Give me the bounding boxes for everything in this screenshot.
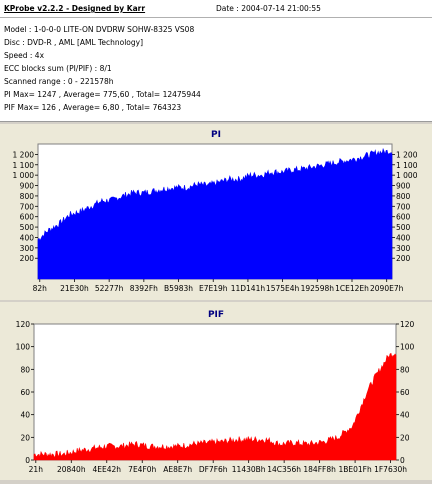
data-series-area <box>33 352 397 461</box>
ecc-line: ECC blocks sum (PI/PIF) : 8/1 <box>4 64 112 73</box>
speed-line: Speed : 4x <box>4 51 45 60</box>
y-tick-label: 300 <box>20 244 35 253</box>
y-tick-label-right: 80 <box>400 365 410 374</box>
x-tick-label: 7E4F0h <box>128 465 156 474</box>
x-tick-label: 192598h <box>301 284 335 293</box>
x-tick-label: 52277h <box>95 284 124 293</box>
pi-stats-line: PI Max= 1247 , Average= 775,60 , Total= … <box>4 90 201 99</box>
app-title: KProbe v2.2.2 - Designed by Karr <box>4 4 146 13</box>
y-tick-label-right: 900 <box>396 182 411 191</box>
y-tick-label-right: 1 200 <box>396 150 418 159</box>
y-tick-label: 200 <box>20 254 35 263</box>
x-tick-label: DF7F6h <box>199 465 228 474</box>
y-tick-label-right: 800 <box>396 192 411 201</box>
y-tick-label-right: 300 <box>396 244 411 253</box>
y-tick-label: 1 200 <box>13 150 35 159</box>
x-tick-label: 14C356h <box>267 465 301 474</box>
y-tick-label: 700 <box>20 202 35 211</box>
pif-stats-line: PIF Max= 126 , Average= 6,80 , Total= 76… <box>4 103 182 112</box>
y-tick-label-right: 60 <box>400 388 410 397</box>
pi-chart-panel: PI 200 200 300 300 400 400 500 500 600 600 700 700 80… <box>0 124 432 300</box>
y-tick-label: 1 000 <box>13 171 35 180</box>
disc-line: Disc : DVD-R , AML [AML Technology] <box>4 38 143 47</box>
x-tick-label: 11430Bh <box>232 465 266 474</box>
data-series-area <box>37 147 393 280</box>
chart-title: PI <box>211 130 221 140</box>
x-tick-label: B5983h <box>164 284 193 293</box>
y-tick-label-right: 20 <box>400 433 410 442</box>
y-tick-label-right: 120 <box>400 320 415 329</box>
x-tick-label: 21E30h <box>60 284 89 293</box>
y-tick-label: 800 <box>20 192 35 201</box>
pif-chart-panel: PIF 0 0 20 20 40 40 60 60 80 80 100 100 120 120 21h 2084… <box>0 302 432 480</box>
y-tick-label-right: 0 <box>400 456 405 465</box>
x-tick-label: E7E19h <box>199 284 228 293</box>
chart-title: PIF <box>208 310 224 320</box>
scan-date: Date : 2004-07-14 21:00:55 <box>216 4 321 13</box>
y-tick-label: 500 <box>20 223 35 232</box>
x-tick-label: 11D141h <box>231 284 266 293</box>
y-tick-label: 1 100 <box>13 161 35 170</box>
y-tick-label: 900 <box>20 182 35 191</box>
y-tick-label: 40 <box>20 411 30 420</box>
y-tick-label: 0 <box>25 456 30 465</box>
x-tick-label: 184FF8h <box>303 465 336 474</box>
y-tick-label: 400 <box>20 233 35 242</box>
y-tick-label-right: 500 <box>396 223 411 232</box>
model-line: Model : 1-0-0-0 LITE-ON DVDRW SOHW-8325 … <box>4 25 195 34</box>
y-tick-label: 100 <box>16 343 31 352</box>
y-tick-label: 80 <box>20 365 30 374</box>
y-tick-label-right: 200 <box>396 254 411 263</box>
y-tick-label-right: 100 <box>400 343 415 352</box>
x-tick-label: 20840h <box>57 465 86 474</box>
y-tick-label: 600 <box>20 213 35 222</box>
x-tick-label: 1F7630h <box>374 465 407 474</box>
y-tick-label-right: 1 000 <box>396 171 418 180</box>
y-tick-label-right: 40 <box>400 411 410 420</box>
y-tick-label-right: 700 <box>396 202 411 211</box>
x-tick-label: 82h <box>33 284 48 293</box>
x-tick-label: 2090E7h <box>370 284 404 293</box>
y-tick-label-right: 1 100 <box>396 161 418 170</box>
y-tick-label-right: 400 <box>396 233 411 242</box>
x-tick-label: 21h <box>29 465 44 474</box>
pif-chart: PIF 0 0 20 20 40 40 60 60 80 80 100 100 120 120 21h 2084… <box>16 310 415 474</box>
y-tick-label: 60 <box>20 388 30 397</box>
x-tick-label: 8392Fh <box>130 284 158 293</box>
x-tick-label: 1CE12Eh <box>335 284 369 293</box>
x-tick-label: 1575E4h <box>266 284 300 293</box>
divider <box>0 17 432 18</box>
x-tick-label: 4EE42h <box>92 465 121 474</box>
y-tick-label-right: 600 <box>396 213 411 222</box>
info-panel: KProbe v2.2.2 - Designed by Karr Date : … <box>0 0 432 122</box>
scanned-range-line: Scanned range : 0 - 221578h <box>4 77 114 86</box>
x-tick-label: 1BE01Fh <box>338 465 372 474</box>
x-tick-label: AE8E7h <box>163 465 192 474</box>
y-tick-label: 20 <box>20 433 30 442</box>
y-tick-label: 120 <box>16 320 31 329</box>
